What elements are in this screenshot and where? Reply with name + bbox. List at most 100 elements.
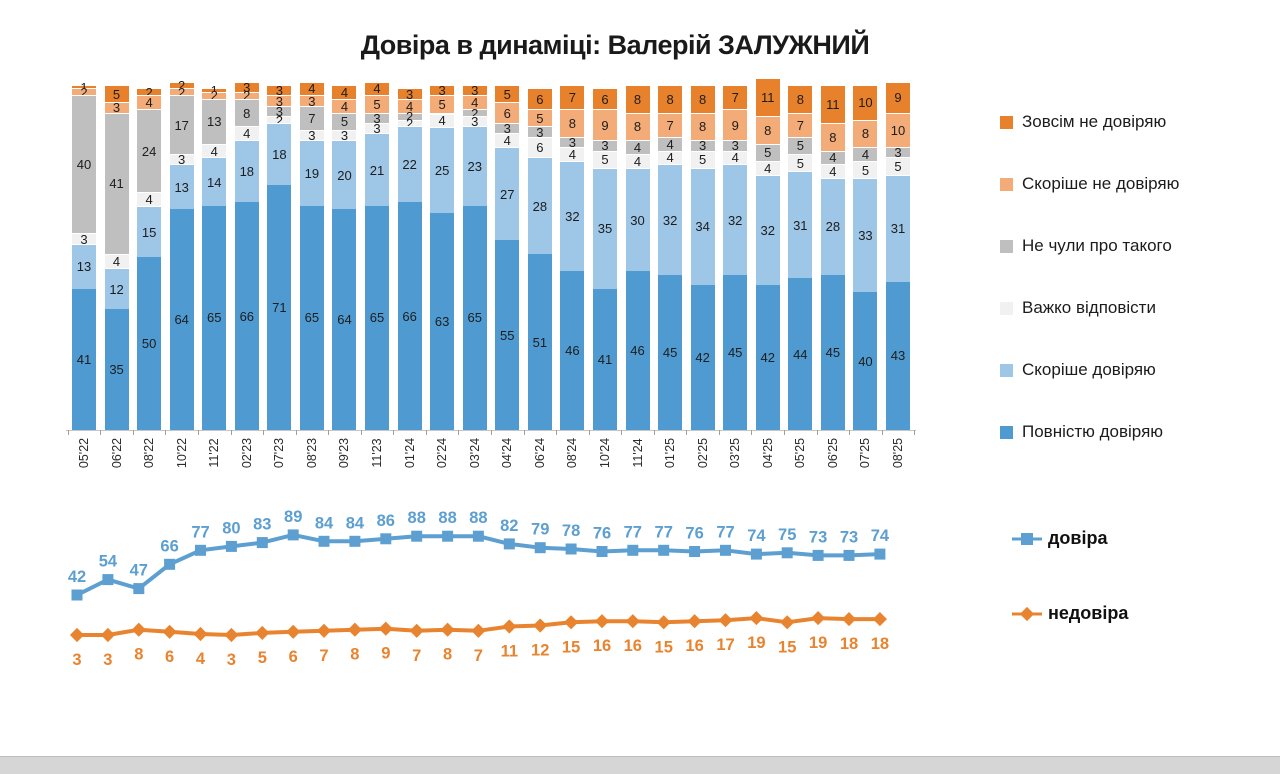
bar-value-label: 3: [178, 152, 186, 168]
bar-value-label: 22: [402, 157, 417, 173]
legend-item-ne-chuly: Не чули про такого: [1000, 231, 1172, 261]
bar-08'24: 46 32 4 3 8 7: [560, 85, 585, 430]
line-legend-label: довіра: [1048, 528, 1108, 548]
bar-segment-vazhko: 4: [820, 164, 845, 178]
nedovira-point: [718, 613, 733, 628]
bar-segment-povnistyu: 65: [365, 205, 390, 430]
bar-segment-skorishe-ne: 10: [886, 112, 910, 148]
bar-segment-zovsim-ne: 4: [332, 85, 357, 99]
dovira-value-label: 77: [655, 523, 673, 541]
nedovira-point: [378, 621, 393, 636]
bar-10'24: 41 35 5 3 9 6: [592, 88, 617, 430]
bar-04'25: 42 32 4 5 8 11: [755, 78, 780, 430]
x-axis-label: 01'25: [663, 437, 678, 469]
bar-segment-ne-chuly: 8: [234, 98, 259, 127]
bar-value-label: 8: [829, 129, 837, 145]
bar-segment-vazhko: 3: [299, 129, 324, 142]
bar-09'23: 64 20 3 5 4 4: [332, 85, 357, 430]
bar-segment-povnistyu: 40: [853, 292, 878, 430]
bar-value-label: 12: [109, 281, 124, 297]
nedovira-point: [471, 623, 486, 638]
bar-segment-vazhko: 4: [723, 150, 748, 166]
bar-segment-vazhko: 4: [234, 126, 259, 142]
bar-value-label: 2: [80, 84, 88, 100]
bar-segment-skorishe-doviryayu: 22: [397, 126, 422, 203]
bar-value-label: 34: [695, 219, 710, 235]
bar-segment-povnistyu: 63: [430, 213, 455, 430]
legend-swatch: [1000, 115, 1013, 129]
bar-value-label: 6: [536, 91, 544, 107]
bar-value-label: 4: [340, 98, 349, 114]
dovira-value-label: 83: [253, 516, 271, 534]
bar-value-label: 5: [340, 114, 349, 130]
nedovira-point: [69, 627, 85, 643]
bar-segment-skorishe-ne: 8: [560, 109, 585, 137]
bar-segment-skorishe-doviryayu: 15: [137, 205, 162, 258]
bar-value-label: 44: [793, 346, 808, 362]
bar-02'23: 66 18 4 8 2 3: [234, 81, 259, 430]
bar-value-label: 4: [243, 126, 251, 142]
bar-segment-skorishe-ne: 2: [202, 89, 227, 102]
bar-value-label: 7: [796, 117, 804, 133]
x-axis-tick: [295, 430, 297, 435]
nedovira-value-label: 8: [443, 646, 452, 664]
bar-value-label: 71: [272, 300, 287, 316]
x-axis-tick: [653, 430, 655, 435]
bar-value-label: 4: [568, 147, 576, 163]
bar-value-label: 46: [630, 343, 645, 359]
bar-segment-zovsim-ne: 1: [202, 84, 227, 97]
bar-segment-skorishe-doviryayu: 13: [169, 164, 194, 210]
bar-segment-vazhko: 4: [658, 150, 683, 164]
x-axis-tick: [816, 430, 818, 435]
x-axis-label: 08'24: [565, 437, 580, 469]
bar-value-label: 4: [731, 150, 739, 166]
dovira-value-label: 88: [408, 509, 426, 527]
bar-value-label: 2: [275, 112, 283, 128]
x-axis-label: 05'25: [793, 437, 808, 469]
x-axis-tick: [263, 430, 265, 435]
bar-segment-skorishe-ne: 9: [723, 109, 748, 141]
dovira-point: [596, 546, 608, 557]
dovira-value-label: 86: [377, 512, 395, 530]
bar-segment-povnistyu: 65: [299, 205, 324, 430]
bar-segment-skorishe-ne: 5: [365, 95, 390, 113]
bar-value-label: 8: [633, 119, 642, 135]
bar-value-label: 4: [861, 147, 870, 163]
bar-segment-povnistyu: 55: [495, 240, 520, 430]
x-axis-label: 02'24: [435, 437, 450, 469]
bar-value-label: 4: [471, 95, 479, 111]
bar-segment-povnistyu: 64: [169, 209, 194, 430]
nedovira-point: [594, 614, 610, 629]
nedovira-point: [502, 619, 517, 634]
bar-value-label: 3: [438, 83, 446, 99]
bar-segment-skorishe-doviryayu: 32: [658, 164, 683, 275]
bar-value-label: 3: [471, 83, 479, 99]
legend-swatch: [1000, 363, 1013, 377]
bar-value-label: 5: [503, 86, 511, 102]
bar-02'24: 63 25 4 5 3: [430, 83, 455, 430]
nedovira-value-label: 18: [840, 635, 858, 653]
bar-segment-skorishe-doviryayu: 32: [560, 160, 585, 272]
bar-segment-vazhko: 3: [169, 152, 194, 168]
bar-segment-skorishe-ne: 4: [332, 98, 357, 114]
bar-value-label: 5: [601, 152, 609, 168]
bar-value-label: 4: [633, 153, 642, 169]
nedovira-point: [131, 622, 146, 637]
bar-segment-skorishe-doviryayu: 21: [365, 133, 390, 206]
x-axis-label: 07'25: [858, 437, 873, 469]
dovira-point: [720, 544, 731, 556]
bar-segment-zovsim-ne: 8: [788, 85, 813, 113]
legend-label: Важко відповісти: [1022, 298, 1156, 317]
bar-segment-zovsim-ne: 6: [527, 88, 552, 110]
bar-value-label: 28: [825, 219, 841, 235]
dovira-value-label: 80: [222, 519, 240, 537]
bar-value-label: 40: [858, 353, 873, 369]
bar-segment-skorishe-doviryayu: 20: [332, 140, 357, 210]
bar-value-label: 33: [858, 228, 873, 244]
bar-segment-ne-chuly: 5: [332, 112, 357, 130]
bar-segment-zovsim-ne: 4: [365, 81, 390, 95]
nedovira-value-label: 5: [258, 649, 267, 667]
bar-segment-skorishe-ne: 3: [104, 101, 129, 114]
x-axis-tick: [360, 430, 362, 435]
bar-segment-ne-chuly: 3: [560, 136, 585, 149]
